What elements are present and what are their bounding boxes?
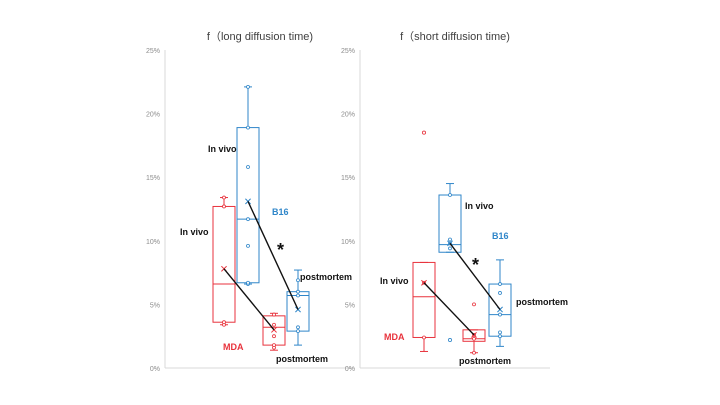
data-point [222,204,226,209]
data-point [246,243,250,248]
y-tick-label: 0% [150,366,160,373]
data-point [272,343,276,348]
y-tick-label: 10% [341,239,355,246]
iqr-box [286,291,310,332]
data-point [472,336,476,341]
data-point [296,278,300,283]
outlier-point [447,338,452,343]
data-point [222,195,226,200]
data-point [296,329,300,334]
data-point [296,293,300,298]
y-tick-label: 5% [150,302,160,309]
label-b16-in-vivo: In vivo [465,201,494,211]
label-mda-postmortem: postmortem [276,354,328,364]
label-mda: MDA [223,342,244,352]
data-point [246,84,250,89]
data-point [272,312,276,317]
y-tick-label: 20% [341,112,355,119]
box-mda-postmortem [262,312,286,351]
data-point [246,125,250,130]
data-point [472,350,476,355]
data-point [498,291,502,295]
label-b16-postmortem: postmortem [300,272,352,282]
mean-connector-line [247,201,299,310]
box-mda-in-vivo [412,130,436,352]
iqr-box [236,127,260,284]
annotations: In vivo In vivo B16 MDA postmortem postm… [180,144,352,364]
data-point [448,246,452,251]
box-b16-in-vivo [438,183,462,343]
data-point [448,193,452,197]
iqr-box [412,261,436,338]
axes: 0% 5% 10% 15% 20% 25% [341,48,550,373]
chart-short-diffusion: f（short diffusion time) 0% 5% 10% 15% 20% 25%… [341,30,568,373]
data-point [272,334,276,339]
data-point [296,325,300,330]
data-point [222,320,226,325]
y-tick-label: 0% [345,366,355,373]
boxes [412,130,512,355]
box-b16-in-vivo [236,84,260,286]
data-point [498,330,502,335]
data-point [246,217,250,222]
data-point [246,165,250,169]
label-mda: MDA [384,332,405,342]
axes: 0% 5% 10% 15% 20% 25% [146,48,355,373]
box-mda-postmortem [462,302,486,355]
y-tick-label: 25% [341,48,355,55]
label-mda-postmortem: postmortem [459,356,511,366]
data-point [498,312,502,317]
iqr-box [462,329,486,342]
data-point [498,334,502,339]
data-point [422,335,426,340]
data-point [498,282,502,286]
y-tick-label: 15% [341,175,355,182]
data-point [246,280,250,285]
significance-marker: * [472,255,479,275]
y-tick-label: 10% [146,239,160,246]
data-point [448,237,452,242]
chart-title: f（short diffusion time) [400,30,510,43]
mean-connector-line [449,242,501,310]
data-point [472,302,476,307]
label-b16-postmortem: postmortem [516,297,568,307]
box-mda-in-vivo [212,195,236,327]
chart-title: f（long diffusion time) [207,30,313,43]
y-tick-label: 5% [345,302,355,309]
y-tick-label: 15% [146,175,160,182]
chart-long-diffusion: f（long diffusion time) 0%5%10%15%20%25% … [146,30,355,373]
data-point [296,289,300,294]
label-b16-in-vivo: In vivo [208,144,237,154]
label-mda-in-vivo: In vivo [180,227,209,237]
annotations: In vivo In vivo B16 MDA postmortem postm… [380,201,568,366]
mean-connector-line [423,282,475,336]
y-tick-label: 20% [146,112,160,119]
box-b16-postmortem [488,259,512,347]
outlier-point [421,130,426,135]
label-mda-in-vivo: In vivo [380,276,409,286]
label-b16: B16 [272,207,289,217]
boxes [212,84,310,351]
label-b16: B16 [492,231,509,241]
y-tick-label: 25% [146,48,160,55]
data-point [272,322,276,327]
significance-marker: * [277,240,284,260]
iqr-box [212,205,236,323]
mean-connector-line [223,268,275,331]
